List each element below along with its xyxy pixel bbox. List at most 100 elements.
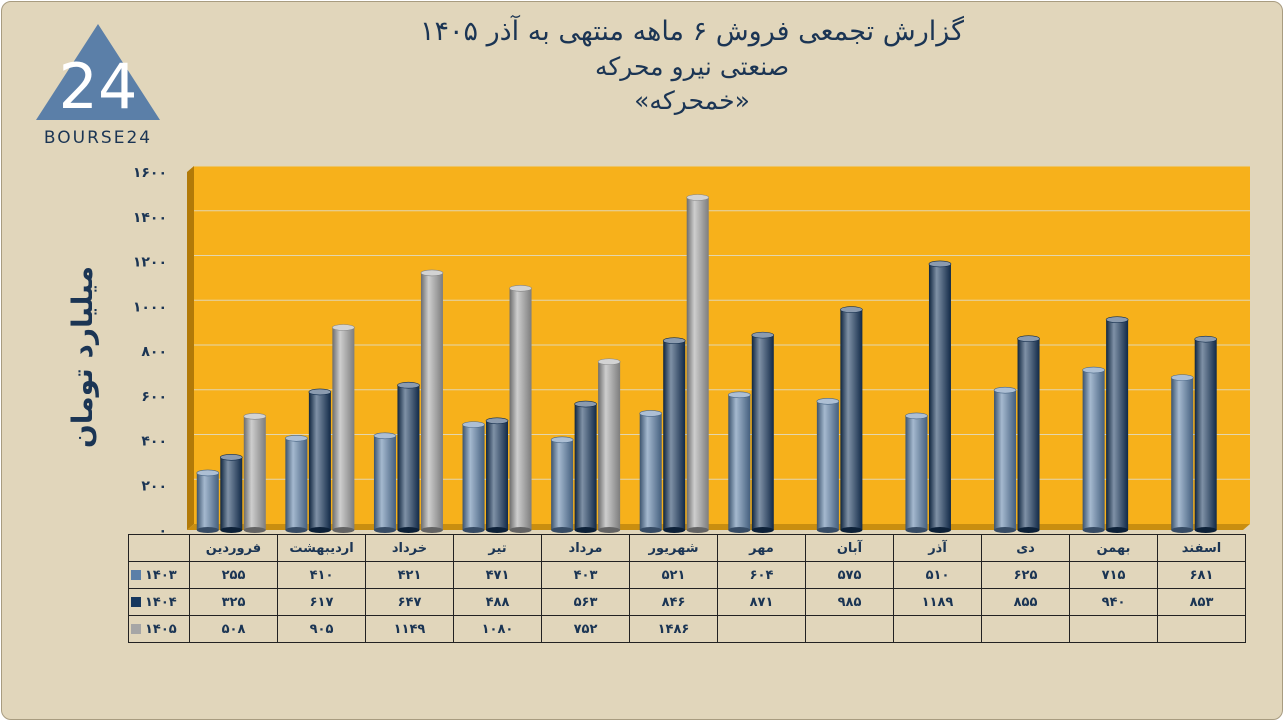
bar-bottom-cap xyxy=(1171,527,1194,533)
bar-top-cap xyxy=(1017,335,1040,342)
bar-۱۴۰۴-آبان xyxy=(840,309,863,530)
plot-floor xyxy=(187,524,1250,530)
bar-bottom-cap xyxy=(1194,527,1217,533)
bar-bottom-cap xyxy=(196,527,219,533)
bar-top-cap xyxy=(219,453,243,461)
bar-top-cap xyxy=(597,358,621,366)
legend-key: ۱۴۰۴ xyxy=(128,588,190,616)
bar-bottom-cap xyxy=(1082,527,1105,533)
data-label: ۴۲۱ xyxy=(365,561,454,589)
data-label: ۵۶۳ xyxy=(541,588,630,616)
bar-top-cap xyxy=(420,269,444,277)
bar-bottom-cap xyxy=(243,527,266,533)
data-label: ۳۲۵ xyxy=(189,588,278,616)
data-label xyxy=(893,615,982,643)
bar-۱۴۰۳-دی xyxy=(994,390,1017,530)
bar-top-cap xyxy=(550,436,574,444)
bar-top-cap xyxy=(285,434,308,442)
bar-top-cap xyxy=(905,412,928,420)
bar-۱۴۰۴-شهریور xyxy=(663,340,686,530)
category-label: دی xyxy=(981,534,1070,562)
bar-۱۴۰۴-تیر xyxy=(486,420,509,530)
data-label xyxy=(805,615,894,643)
data-label: ۸۷۱ xyxy=(717,588,806,616)
category-label: اردیبهشت xyxy=(277,534,366,562)
y-tick-label: ۱۶۰۰ xyxy=(133,165,167,181)
legend-swatch xyxy=(131,570,141,580)
bar-۱۴۰۳-فروردین xyxy=(196,472,219,530)
y-tick-label: ۰ xyxy=(158,523,167,539)
table-row: ۱۴۰۴ ۳۲۵ ۶۱۷ ۶۴۷ ۴۸۸ ۵۶۳ ۸۴۶ ۸۷۱ ۹۸۵ ۱۱۸۹ ۸۵۵ ۹۴۰ ۸۵… xyxy=(128,588,1246,616)
bar-bottom-cap xyxy=(686,527,709,533)
bourse24-logo: 24 BOURSE24 xyxy=(36,24,160,147)
bar-bottom-cap xyxy=(220,527,243,533)
bar-۱۴۰۴-اسفند xyxy=(1194,339,1217,530)
data-label xyxy=(717,615,806,643)
bar-top-cap xyxy=(196,469,220,477)
data-label: ۸۴۶ xyxy=(629,588,718,616)
bar-top-cap xyxy=(662,337,686,345)
bar-top-cap xyxy=(1194,335,1218,343)
y-tick-label: ۱۲۰۰ xyxy=(133,255,167,271)
category-label: آبان xyxy=(805,534,894,562)
bar-top-cap xyxy=(1082,366,1105,374)
bar-bottom-cap xyxy=(285,527,308,533)
bar-top-cap xyxy=(308,388,332,396)
logo-triangle xyxy=(36,24,160,120)
data-label: ۶۰۴ xyxy=(717,561,806,589)
bar-top-cap xyxy=(462,421,485,428)
bar-bottom-cap xyxy=(728,527,751,533)
data-label: ۶۱۷ xyxy=(277,588,366,616)
data-label: ۸۵۵ xyxy=(981,588,1070,616)
data-label: ۷۱۵ xyxy=(1069,561,1158,589)
data-label: ۶۴۷ xyxy=(365,588,454,616)
bar-۱۴۰۳-تیر xyxy=(462,424,485,530)
data-label: ۴۰۳ xyxy=(541,561,630,589)
bar-bottom-cap xyxy=(486,527,509,533)
category-label: شهریور xyxy=(629,534,718,562)
bar-bottom-cap xyxy=(1106,527,1129,533)
data-label: ۹۴۰ xyxy=(1069,588,1158,616)
category-label: تیر xyxy=(453,534,542,562)
bar-top-cap xyxy=(840,306,863,313)
bar-top-cap xyxy=(332,324,355,331)
chart-titles: گزارش تجمعی فروش ۶ ماهه منتهی به آذر ۱۴۰… xyxy=(332,14,1052,118)
bar-bottom-cap xyxy=(1017,527,1040,533)
legend-label: ۱۴۰۳ xyxy=(145,567,177,583)
data-label: ۹۰۵ xyxy=(277,615,366,643)
bar-bottom-cap xyxy=(373,527,396,533)
y-axis-label: میلیارد تومان xyxy=(66,266,99,448)
data-label: ۱۱۸۹ xyxy=(893,588,982,616)
bar-۱۴۰۵-تیر xyxy=(509,288,532,530)
legend-key: ۱۴۰۵ xyxy=(128,615,190,643)
data-label: ۵۰۸ xyxy=(189,615,278,643)
bar-top-cap xyxy=(574,400,597,408)
table-header-row: فروردین اردیبهشت خرداد تیر مرداد شهریور مهر آبا… xyxy=(128,534,1246,562)
data-label: ۵۲۱ xyxy=(629,561,718,589)
bar-top-cap xyxy=(509,285,532,292)
bar-۱۴۰۳-اردیبهشت xyxy=(285,438,308,530)
data-label xyxy=(1157,615,1246,643)
bar-top-cap xyxy=(928,260,952,268)
data-label: ۱۱۴۹ xyxy=(365,615,454,643)
y-tick-label: ۶۰۰ xyxy=(141,389,167,405)
logo-text: BOURSE24 xyxy=(44,128,152,147)
bar-top-cap xyxy=(751,331,775,339)
y-tick-label: ۱۰۰۰ xyxy=(133,299,167,315)
bar-۱۴۰۵-فروردین xyxy=(243,416,266,530)
bar-۱۴۰۴-خرداد xyxy=(397,385,420,530)
category-label: فروردین xyxy=(189,534,278,562)
legend-swatch xyxy=(131,624,141,634)
bar-bottom-cap xyxy=(751,527,774,533)
bar-bottom-cap xyxy=(308,527,331,533)
bar-۱۴۰۴-اردیبهشت xyxy=(308,391,331,530)
bar-top-cap xyxy=(727,391,751,399)
bar-۱۴۰۴-بهمن xyxy=(1106,319,1129,530)
bar-top-cap xyxy=(485,417,509,425)
bar-top-cap xyxy=(639,410,663,417)
y-tick-label: ۱۴۰۰ xyxy=(133,210,167,226)
data-label: ۲۵۵ xyxy=(189,561,278,589)
bar-bottom-cap xyxy=(574,527,597,533)
data-label: ۵۷۵ xyxy=(805,561,894,589)
